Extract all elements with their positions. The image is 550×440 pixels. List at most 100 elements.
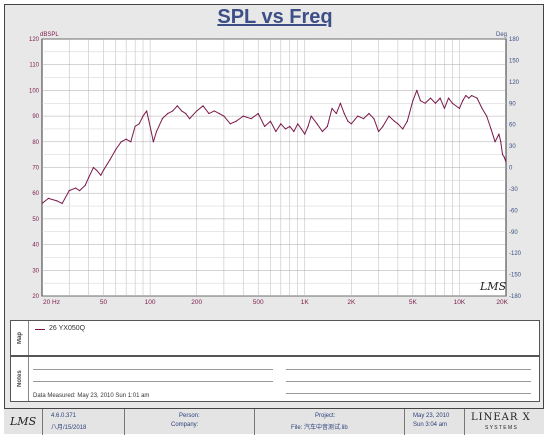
data-point: [213, 110, 215, 112]
data-point: [149, 125, 151, 127]
y-tick-label: 60: [32, 191, 39, 197]
y-right-tick-label: -90: [509, 230, 518, 236]
data-point: [109, 159, 111, 161]
data-point: [443, 107, 446, 109]
data-point: [326, 125, 328, 127]
data-point: [120, 141, 122, 143]
data-point: [393, 120, 396, 122]
data-point: [146, 110, 148, 112]
y-right-tick-label: 150: [509, 58, 520, 64]
data-point: [434, 102, 437, 104]
data-point: [269, 120, 272, 122]
data-point: [316, 123, 318, 125]
data-point: [339, 102, 342, 104]
data-point: [476, 97, 478, 99]
data-point: [357, 115, 359, 117]
data-point: [289, 125, 291, 127]
notes-line: [33, 369, 273, 370]
y-tick-label: 110: [29, 63, 39, 69]
y-right-tick-label: -120: [509, 251, 522, 257]
data-point: [500, 141, 502, 143]
data-point: [102, 169, 105, 171]
version-text: 4.6.0.371: [51, 413, 77, 419]
x-tick-label: 5K: [409, 299, 418, 306]
data-point: [347, 120, 349, 122]
data-point: [419, 100, 422, 102]
data-point: [95, 169, 98, 171]
footer-bar: LMS 4.6.0.371 八月/15/2018 Person: Company…: [4, 408, 544, 435]
chart-axes: 20 Hz 50 100 200 500 1K 2K 5K 10K 20K 20 30 40 50 60 70…: [29, 37, 522, 306]
data-point: [412, 100, 414, 102]
data-point: [402, 128, 404, 130]
y-tick-label: 70: [32, 166, 39, 172]
footer-person-cell: Person: Company:: [124, 409, 254, 435]
data-point: [429, 97, 432, 99]
data-point: [465, 94, 467, 97]
brand-sub: S Y S T E M S: [485, 425, 517, 431]
data-point: [138, 123, 140, 125]
y-right-tick-label: -150: [509, 273, 522, 279]
notes-line: [286, 381, 531, 382]
data-point: [468, 97, 470, 99]
y-right-tick-label: 180: [509, 37, 520, 43]
file-label: File: 汽车中音测试.lib: [291, 425, 348, 431]
data-point: [503, 156, 505, 158]
data-point: [498, 133, 500, 135]
data-point: [250, 118, 252, 120]
data-point: [100, 174, 102, 176]
data-point: [172, 110, 174, 112]
data-point: [78, 190, 81, 192]
data-point: [181, 110, 183, 112]
x-tick-label: 20K: [496, 299, 508, 306]
data-point: [304, 133, 306, 135]
y-tick-label: 40: [32, 243, 39, 249]
y-tick-label: 120: [29, 37, 40, 43]
data-point: [293, 130, 295, 133]
data-point: [61, 202, 63, 205]
series-layer: [41, 89, 507, 205]
data-point: [462, 100, 464, 102]
data-point: [297, 123, 299, 125]
lms-watermark: LMS: [479, 280, 507, 293]
notes-line: [286, 393, 531, 394]
data-point: [47, 197, 50, 199]
data-point: [406, 120, 408, 122]
data-point: [92, 166, 95, 169]
data-point: [335, 112, 337, 115]
data-point: [142, 115, 144, 117]
series-line-26-yx050q: [41, 89, 507, 204]
legend-entry: 26 YX050Q: [49, 325, 86, 332]
y-axis-label-right: Deg: [496, 32, 507, 38]
data-point: [75, 187, 77, 189]
footer-version-cell: 4.6.0.371 八月/15/2018: [42, 409, 124, 435]
data-point: [377, 130, 380, 133]
y-right-tick-label: 0: [509, 166, 513, 172]
chart-grid: [42, 38, 506, 297]
y-right-tick-label: 90: [509, 101, 516, 107]
data-point: [115, 148, 117, 151]
data-point: [41, 202, 43, 205]
data-point: [176, 105, 178, 107]
x-tick-label: 100: [145, 299, 156, 306]
data-point: [300, 128, 302, 130]
x-tick-label: 2K: [347, 299, 356, 306]
data-point: [424, 102, 426, 104]
y-tick-label: 100: [29, 88, 40, 94]
data-point: [397, 123, 399, 125]
footer-date-cell: May 23, 2010 Sun 3:04 am: [404, 409, 464, 435]
data-point: [321, 130, 323, 133]
data-point: [155, 130, 158, 133]
data-point: [284, 128, 287, 130]
data-point: [382, 125, 384, 127]
data-point: [458, 107, 461, 109]
data-point: [87, 177, 90, 179]
project-label: Project:: [315, 413, 336, 419]
data-point: [447, 97, 450, 99]
notes-line: [33, 381, 273, 382]
data-point: [350, 123, 352, 125]
x-tick-label: 500: [253, 299, 264, 306]
data-point: [494, 141, 496, 143]
data-point: [471, 94, 473, 97]
data-point: [235, 120, 237, 122]
